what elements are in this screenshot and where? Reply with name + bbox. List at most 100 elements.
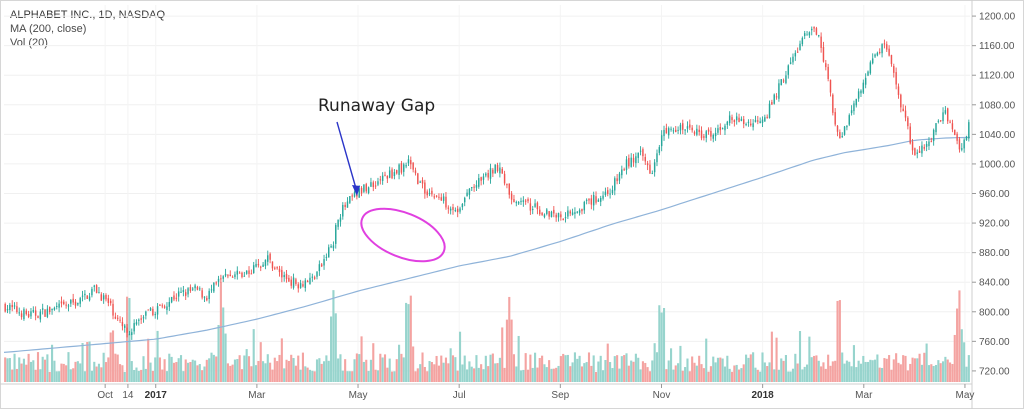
candle-body bbox=[696, 128, 698, 135]
candle-body bbox=[506, 183, 508, 186]
candle-body bbox=[452, 207, 454, 210]
candle-body bbox=[761, 119, 764, 123]
candle-body bbox=[752, 123, 754, 128]
volume-bar bbox=[902, 355, 905, 382]
candle-body bbox=[576, 211, 578, 213]
candle-body bbox=[342, 204, 344, 217]
candle-body bbox=[916, 152, 918, 154]
volume-bar bbox=[641, 361, 644, 382]
volume-bar bbox=[705, 338, 708, 382]
candle-body bbox=[346, 201, 349, 208]
x-tick-label: Jul bbox=[453, 390, 466, 401]
candle-body bbox=[893, 66, 895, 73]
volume-bar bbox=[498, 357, 501, 382]
candle-body bbox=[738, 117, 740, 122]
candle-body bbox=[862, 82, 865, 93]
volume-bar bbox=[362, 361, 365, 382]
candle-body bbox=[667, 128, 670, 136]
volume-bar bbox=[686, 358, 689, 382]
candle-body bbox=[173, 295, 175, 300]
volume-bar bbox=[4, 357, 7, 382]
volume-bar bbox=[252, 329, 255, 382]
candle-body bbox=[6, 308, 9, 311]
volume-bar bbox=[852, 345, 855, 382]
volume-bar bbox=[278, 354, 281, 382]
volume-bar bbox=[437, 365, 440, 382]
candle-body bbox=[475, 185, 478, 188]
candle-body bbox=[133, 323, 135, 332]
volume-bar bbox=[810, 357, 813, 382]
volume-bar bbox=[466, 369, 469, 382]
candle-body bbox=[116, 317, 119, 319]
candle-body bbox=[508, 183, 511, 195]
volume-bar bbox=[698, 355, 701, 382]
candle-body bbox=[466, 192, 468, 197]
candle-body bbox=[269, 253, 271, 260]
volume-bar bbox=[489, 354, 492, 382]
candle-body bbox=[965, 136, 968, 141]
volume-bar bbox=[381, 357, 384, 382]
candle-body bbox=[81, 295, 84, 297]
volume-bar bbox=[79, 363, 82, 382]
candle-body bbox=[569, 211, 571, 214]
y-tick-label: 880.00 bbox=[979, 248, 1010, 259]
candle-body bbox=[290, 279, 292, 286]
candle-body bbox=[84, 293, 86, 296]
volume-bar bbox=[529, 354, 532, 382]
volume-bar bbox=[937, 360, 940, 382]
volume-bar bbox=[58, 371, 61, 382]
candle-body bbox=[789, 62, 792, 64]
volume-bar bbox=[672, 369, 675, 382]
candle-body bbox=[201, 290, 203, 298]
volume-bar bbox=[36, 352, 40, 382]
candle-body bbox=[684, 129, 686, 131]
candle-body bbox=[187, 288, 189, 295]
volume-bar bbox=[691, 356, 694, 382]
moving-average bbox=[3, 136, 971, 353]
candle-body bbox=[829, 79, 832, 93]
volume-bar bbox=[365, 359, 368, 382]
candle-body bbox=[276, 267, 278, 269]
candle-body bbox=[796, 51, 799, 53]
x-tick-label: Mar bbox=[248, 390, 266, 401]
candle-body bbox=[846, 125, 848, 128]
candle-body bbox=[231, 276, 234, 278]
candle-body bbox=[735, 116, 738, 121]
candle-body bbox=[963, 139, 965, 149]
volume-bar bbox=[920, 364, 923, 382]
candle-body bbox=[886, 44, 888, 50]
candle-body bbox=[799, 43, 801, 51]
candle-body bbox=[255, 263, 257, 267]
volume-bar bbox=[871, 360, 874, 382]
volume-bar bbox=[341, 370, 344, 382]
candle-body bbox=[138, 319, 140, 321]
candle-body bbox=[492, 169, 494, 174]
candle-body bbox=[897, 86, 900, 95]
volume-bar bbox=[137, 370, 140, 382]
volume-bar bbox=[330, 316, 333, 382]
volume-bar bbox=[878, 367, 881, 382]
volume-bar bbox=[831, 361, 834, 382]
volume-bar bbox=[885, 358, 888, 382]
candle-body bbox=[740, 118, 743, 122]
volume-bar bbox=[13, 353, 16, 382]
candle-body bbox=[27, 314, 30, 317]
volume-bar bbox=[158, 357, 161, 382]
candle-body bbox=[220, 278, 222, 280]
y-tick-label: 1160.00 bbox=[979, 41, 1015, 52]
candle-body bbox=[693, 132, 696, 134]
volume-bar bbox=[632, 361, 635, 382]
volume-bar bbox=[8, 358, 11, 382]
volume-bar bbox=[172, 362, 176, 382]
volume-bar bbox=[557, 365, 560, 382]
candle-body bbox=[180, 291, 182, 293]
volume-bar bbox=[524, 353, 527, 382]
candle-body bbox=[590, 198, 593, 205]
candle-body bbox=[902, 108, 904, 112]
candle-body bbox=[660, 135, 663, 147]
candle-body bbox=[513, 199, 515, 203]
volume-bar bbox=[369, 359, 372, 382]
volume-bar bbox=[836, 300, 839, 382]
volume-bar bbox=[473, 368, 476, 382]
